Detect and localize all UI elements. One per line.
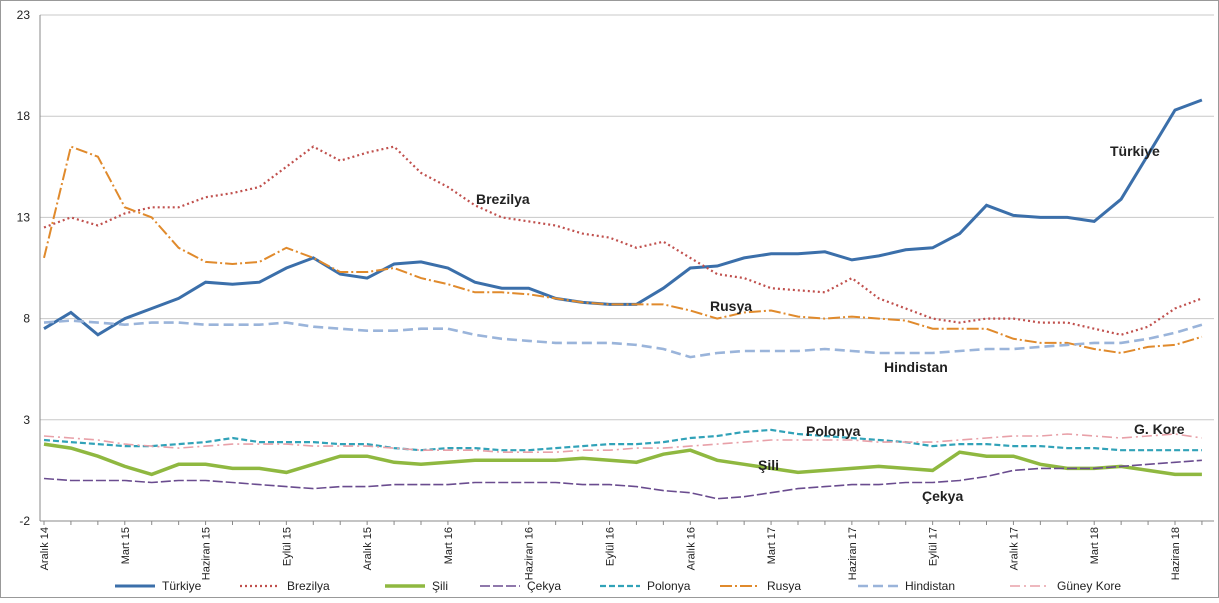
legend-label: Şili xyxy=(432,579,448,593)
x-tick-label: Aralık 15 xyxy=(362,527,374,570)
legend-label: Hindistan xyxy=(905,579,955,593)
x-tick-label: Haziran 16 xyxy=(524,527,536,580)
series-line xyxy=(43,319,1203,359)
annotation: Rusya xyxy=(710,298,752,314)
series-line xyxy=(43,442,1202,477)
series-line xyxy=(43,428,1202,452)
x-tick-label: Aralık 16 xyxy=(685,527,697,570)
y-tick-label: 23 xyxy=(17,8,31,22)
y-tick-label: -2 xyxy=(19,514,30,528)
annotation: Hindistan xyxy=(884,359,948,375)
legend-label: Polonya xyxy=(647,579,691,593)
x-tick-label: Haziran 15 xyxy=(201,527,213,580)
series-line xyxy=(43,433,1203,453)
y-tick-label: 18 xyxy=(17,109,31,123)
annotation: Çekya xyxy=(922,488,963,504)
x-tick-label: Mart 17 xyxy=(766,527,778,564)
x-tick-label: Aralık 14 xyxy=(39,527,51,570)
legend-label: Güney Kore xyxy=(1057,579,1121,593)
x-tick-label: Mart 18 xyxy=(1089,527,1101,564)
annotation: Polonya xyxy=(806,423,861,439)
annotation: Türkiye xyxy=(1110,143,1160,159)
legend-label: Türkiye xyxy=(162,579,202,593)
legend-label: Rusya xyxy=(767,579,801,593)
x-tick-label: Aralık 17 xyxy=(1008,527,1020,570)
y-tick-label: 13 xyxy=(17,210,31,224)
annotation: Brezilya xyxy=(476,191,530,207)
x-tick-label: Eylül 15 xyxy=(281,527,293,566)
series-line xyxy=(43,145,1203,336)
series-line xyxy=(43,145,1203,355)
x-tick-label: Eylül 16 xyxy=(605,527,617,566)
annotation: Şili xyxy=(758,457,779,473)
x-tick-label: Eylül 17 xyxy=(928,527,940,566)
legend-label: Brezilya xyxy=(287,579,330,593)
x-tick-label: Mart 15 xyxy=(120,527,132,564)
y-tick-label: 8 xyxy=(23,312,30,326)
x-tick-label: Haziran 18 xyxy=(1170,527,1182,580)
x-tick-label: Mart 16 xyxy=(443,527,455,564)
x-tick-label: Haziran 17 xyxy=(847,527,859,580)
series-line xyxy=(43,459,1202,500)
y-tick-label: 3 xyxy=(23,413,30,427)
legend-label: Çekya xyxy=(527,579,561,593)
annotation: G. Kore xyxy=(1134,421,1185,437)
